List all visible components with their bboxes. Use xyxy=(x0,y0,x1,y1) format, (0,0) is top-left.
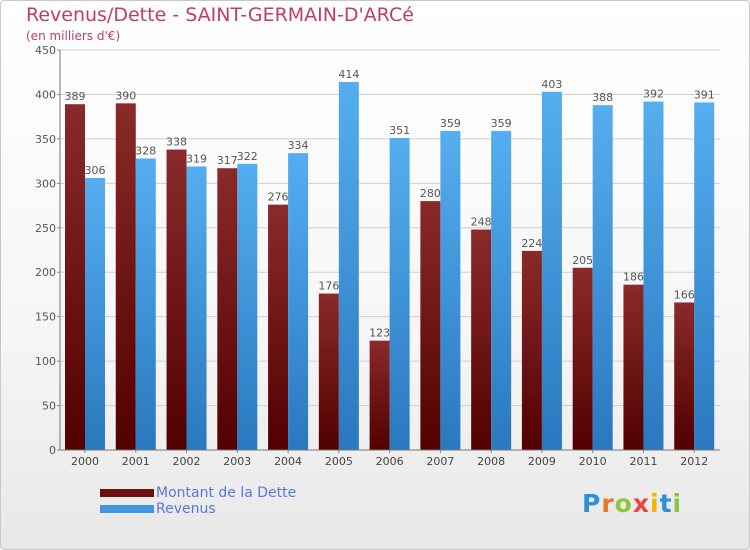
x-tick-label: 2000 xyxy=(71,455,99,468)
bar-dette xyxy=(217,168,238,450)
x-tick-label: 2009 xyxy=(528,455,556,468)
bar-revenus xyxy=(491,130,512,450)
chart-subtitle: (en milliers d'€) xyxy=(26,29,121,43)
data-label-revenus: 359 xyxy=(491,117,512,130)
x-tick-label: 2007 xyxy=(426,455,454,468)
data-label-dette: 276 xyxy=(268,191,289,204)
bar-revenus xyxy=(135,158,156,450)
logo-letter: i xyxy=(650,489,660,518)
x-tick-label: 2002 xyxy=(173,455,201,468)
x-tick-label: 2001 xyxy=(122,455,150,468)
bar-revenus xyxy=(592,105,613,450)
bar-dette xyxy=(623,284,644,450)
data-label-revenus: 388 xyxy=(592,91,613,104)
bar-dette xyxy=(572,267,593,450)
data-label-revenus: 306 xyxy=(85,164,106,177)
x-tick-label: 2003 xyxy=(223,455,251,468)
legend-label-dette: Montant de la Dette xyxy=(156,485,297,501)
logo-letter: o xyxy=(614,489,633,518)
data-label-dette: 390 xyxy=(115,89,136,102)
x-tick-label: 2004 xyxy=(274,455,302,468)
bar-dette xyxy=(369,340,390,450)
proxiti-logo: Proxiti xyxy=(582,489,682,518)
bar-revenus xyxy=(541,91,562,451)
bar-dette xyxy=(471,229,492,450)
logo-letter: P xyxy=(582,489,602,518)
logo-letter: i xyxy=(672,489,683,518)
bar-revenus xyxy=(237,163,258,450)
bar-dette xyxy=(420,201,441,450)
x-tick-label: 2006 xyxy=(376,455,404,468)
data-label-dette: 317 xyxy=(217,154,238,167)
y-tick-label: 100 xyxy=(35,355,56,368)
bar-revenus xyxy=(643,101,664,451)
bar-dette xyxy=(521,250,542,450)
bar-revenus xyxy=(338,82,359,450)
logo-letter: r xyxy=(601,489,615,518)
bar-dette xyxy=(65,104,85,450)
data-label-revenus: 403 xyxy=(541,78,562,91)
legend-swatch-dette xyxy=(100,489,154,497)
data-label-revenus: 351 xyxy=(389,124,410,137)
data-label-dette: 280 xyxy=(420,187,441,200)
data-label-revenus: 414 xyxy=(338,68,359,81)
bar-dette xyxy=(115,103,136,450)
bar-revenus xyxy=(288,153,309,450)
y-tick-label: 400 xyxy=(35,88,56,101)
legend-label-revenus: Revenus xyxy=(156,501,216,517)
logo-letter: t xyxy=(659,489,673,518)
y-tick-label: 450 xyxy=(35,44,56,57)
bar-revenus xyxy=(389,138,410,450)
y-tick-label: 200 xyxy=(35,266,56,279)
data-label-revenus: 334 xyxy=(288,139,309,152)
data-label-dette: 123 xyxy=(369,327,390,340)
data-label-dette: 205 xyxy=(572,254,593,267)
legend-swatch-revenus xyxy=(100,505,154,513)
data-label-revenus: 359 xyxy=(440,117,461,130)
chart-title: Revenus/Dette - SAINT-GERMAIN-D'ARCé xyxy=(26,4,414,26)
bar-revenus xyxy=(186,166,207,450)
y-tick-label: 300 xyxy=(35,177,56,190)
data-label-dette: 248 xyxy=(471,216,492,229)
x-tick-label: 2011 xyxy=(629,455,657,468)
y-tick-label: 250 xyxy=(35,222,56,235)
y-tick-label: 50 xyxy=(42,400,56,413)
data-label-revenus: 392 xyxy=(643,88,664,101)
data-label-dette: 389 xyxy=(65,90,86,103)
y-tick-label: 350 xyxy=(35,133,56,146)
y-tick-label: 0 xyxy=(49,444,56,457)
bar-dette xyxy=(318,293,339,450)
data-label-revenus: 322 xyxy=(237,150,258,163)
legend-item-revenus: Revenus xyxy=(100,501,296,517)
data-label-revenus: 391 xyxy=(694,88,715,101)
legend-item-dette: Montant de la Dette xyxy=(100,485,296,501)
data-label-dette: 224 xyxy=(521,237,542,250)
logo-letter: x xyxy=(632,489,650,518)
bar-dette xyxy=(268,204,289,450)
x-tick-label: 2012 xyxy=(680,455,708,468)
x-tick-label: 2010 xyxy=(579,455,607,468)
data-label-revenus: 328 xyxy=(135,144,156,157)
bar-revenus xyxy=(440,130,461,450)
data-label-dette: 166 xyxy=(674,288,695,301)
data-label-dette: 338 xyxy=(166,136,187,149)
data-label-revenus: 319 xyxy=(186,152,207,165)
bar-dette xyxy=(166,149,187,451)
y-tick-label: 150 xyxy=(35,311,56,324)
bar-dette xyxy=(674,302,695,450)
x-tick-label: 2008 xyxy=(477,455,505,468)
bar-revenus xyxy=(694,102,715,450)
data-label-dette: 186 xyxy=(623,271,644,284)
bar-revenus xyxy=(85,178,105,450)
chart-legend: Montant de la Dette Revenus xyxy=(100,485,296,517)
data-label-dette: 176 xyxy=(318,280,339,293)
x-tick-label: 2005 xyxy=(325,455,353,468)
